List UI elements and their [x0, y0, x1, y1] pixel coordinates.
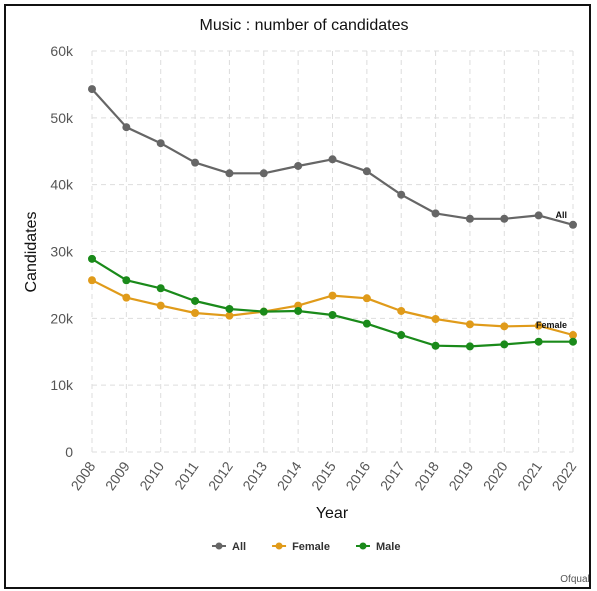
legend-swatch-point: [215, 542, 223, 550]
data-point-all: [328, 155, 337, 164]
data-point-all: [259, 169, 268, 178]
y-tick-label: 20k: [50, 310, 74, 326]
legend-swatch-point: [359, 542, 367, 550]
data-point-female: [122, 293, 131, 302]
x-tick-label: 2011: [171, 458, 201, 492]
y-tick-label: 30k: [50, 244, 74, 260]
data-point-male: [328, 310, 337, 319]
data-point-all: [465, 214, 474, 223]
data-point-male: [397, 331, 406, 340]
data-point-all: [362, 167, 371, 176]
data-point-all: [225, 169, 234, 178]
data-point-male: [569, 337, 577, 346]
data-point-male: [88, 254, 96, 263]
legend-item-female: Female: [272, 541, 330, 553]
data-point-all: [156, 139, 165, 148]
grid: [91, 50, 574, 453]
legend-label: All: [232, 541, 246, 553]
data-point-male: [500, 340, 509, 349]
series: All Female: [88, 85, 577, 351]
data-point-all: [122, 123, 131, 132]
legend: All Female Male: [212, 541, 400, 553]
x-axis-label: Year: [316, 505, 349, 522]
y-tick-label: 60k: [50, 43, 74, 59]
legend-swatch-point: [275, 542, 283, 550]
data-point-male: [294, 306, 303, 315]
legend-item-male: Male: [355, 541, 400, 553]
x-tick-label: 2015: [308, 458, 339, 493]
data-point-all: [534, 211, 543, 220]
data-point-male: [259, 307, 268, 316]
x-tick-label: 2022: [548, 458, 579, 493]
y-axis-label: Candidates: [23, 212, 40, 293]
x-tick-label: 2021: [514, 458, 545, 493]
x-tick-label: 2016: [342, 458, 373, 493]
legend-label: Male: [376, 541, 400, 553]
legend-item-all: All: [212, 541, 246, 553]
data-point-female: [534, 321, 543, 330]
series-all: All: [88, 85, 577, 229]
data-point-female: [569, 331, 577, 340]
x-tick-label: 2014: [274, 458, 305, 493]
x-tick-label: 2019: [445, 458, 476, 493]
x-tick-label: 2009: [102, 458, 133, 493]
y-tick-label: 40k: [50, 177, 74, 193]
data-point-female: [191, 308, 200, 317]
legend-label: Female: [292, 541, 330, 553]
data-point-female: [328, 291, 337, 300]
y-tick-label: 50k: [50, 110, 74, 126]
x-tick-label: 2012: [205, 458, 236, 493]
end-label-all: All: [555, 210, 567, 220]
data-point-female: [88, 276, 96, 285]
data-point-female: [225, 311, 234, 320]
x-tick-label: 2017: [377, 458, 408, 493]
y-tick-label: 10k: [50, 377, 74, 393]
data-point-male: [191, 296, 200, 305]
data-point-female: [431, 315, 440, 324]
x-axis-ticks: 2008 2009 2010 2011 2012 2013 2014 2015 2016 2017…: [67, 458, 579, 493]
data-point-male: [465, 342, 474, 351]
x-tick-label: 2013: [239, 458, 270, 493]
chart-title: Music : number of candidates: [200, 17, 409, 34]
data-point-female: [397, 306, 406, 315]
data-point-all: [88, 85, 96, 94]
data-point-female: [362, 294, 371, 303]
data-point-all: [569, 220, 577, 229]
data-point-all: [294, 161, 303, 170]
x-tick-label: 2008: [67, 458, 98, 493]
data-point-female: [465, 320, 474, 329]
data-point-all: [191, 158, 200, 167]
data-point-all: [431, 209, 440, 218]
end-label-female: Female: [536, 320, 567, 330]
data-point-male: [122, 276, 131, 285]
y-axis-ticks: 0 10k 20k 30k 40k 50k 60k: [50, 43, 74, 460]
data-point-male: [431, 341, 440, 350]
data-point-male: [362, 319, 371, 328]
data-point-female: [156, 301, 165, 310]
data-point-all: [397, 190, 406, 199]
data-point-male: [156, 284, 165, 293]
data-point-male: [225, 304, 234, 313]
source-label: Ofqual: [560, 574, 589, 585]
data-point-male: [534, 337, 543, 346]
x-tick-label: 2010: [136, 458, 167, 493]
series-male: [88, 254, 577, 351]
data-point-all: [500, 214, 509, 223]
x-tick-label: 2020: [480, 458, 511, 493]
data-point-female: [500, 322, 509, 331]
x-tick-label: 2018: [411, 458, 442, 493]
y-tick-label: 0: [65, 444, 73, 460]
